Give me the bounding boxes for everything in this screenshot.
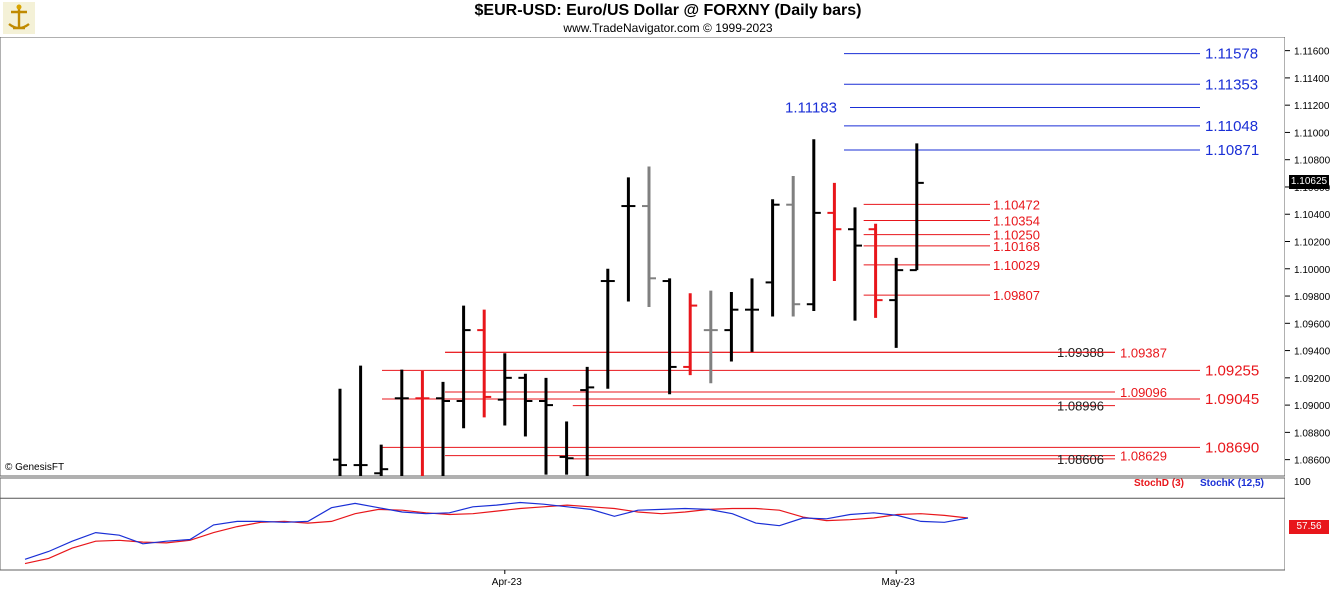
time-tick-label: Apr-23	[492, 577, 522, 588]
level-label: 1.11353	[1205, 76, 1258, 93]
ohlc-bar	[662, 278, 677, 395]
time-tick-label: May-23	[882, 577, 916, 588]
ohlc-bar	[394, 369, 409, 476]
watermark: © GenesisFT	[5, 462, 65, 473]
price-tick-label: 1.09000	[1294, 401, 1331, 412]
level-label: 1.09045	[1205, 391, 1259, 408]
price-axis: 1.11600 1.11400 1.11200 1.11000 1.10800 1.106…	[1285, 47, 1331, 467]
ohlc-bar	[539, 377, 553, 475]
logo-icon	[3, 2, 35, 34]
level-label: 1.08996	[1057, 399, 1104, 414]
level-label: 1.08690	[1205, 439, 1259, 456]
price-tick-label: 1.11400	[1294, 74, 1330, 85]
ohlc-bar	[374, 444, 389, 476]
level-label: 1.09387	[1120, 345, 1167, 360]
price-tick-label: 1.10200	[1294, 238, 1331, 249]
ohlc-bar	[497, 353, 512, 426]
price-tick-label: 1.09600	[1294, 319, 1331, 330]
ohlc-bar	[353, 365, 368, 476]
legend-stochd: StochD (3)	[1134, 478, 1184, 489]
level-label: 1.10250	[993, 228, 1040, 243]
price-tick-label: 1.09400	[1294, 347, 1331, 358]
chart-header: $EUR-USD: Euro/US Dollar @ FORXNY (Daily…	[0, 0, 1336, 37]
level-label: 1.09807	[993, 288, 1040, 303]
ohlc-bar	[436, 381, 450, 476]
level-label: 1.11048	[1205, 118, 1258, 135]
chart-subtitle: www.TradeNavigator.com © 1999-2023	[563, 21, 773, 35]
axis-strip	[1285, 37, 1336, 591]
legend-stochk: StochK (12,5)	[1200, 478, 1264, 489]
ohlc-bar	[703, 290, 718, 384]
ohlc-bar	[806, 139, 821, 312]
ohlc-bar	[621, 177, 636, 302]
level-lines: 1.11578 1.11353 1.11183 1.11048 1.10871 1.104…	[382, 46, 1259, 467]
current-stoch-badge: 57.56	[1289, 520, 1329, 534]
level-label: 1.10168	[993, 239, 1040, 254]
ohlc-bar	[559, 421, 574, 475]
ohlc-bar	[765, 199, 780, 317]
price-tick-label: 1.09800	[1294, 292, 1331, 303]
price-tick-label: 1.08600	[1294, 456, 1331, 467]
level-label: 1.09255	[1205, 362, 1259, 379]
ohlc-bar	[477, 309, 492, 418]
ohlc-bar	[580, 366, 595, 476]
level-label: 1.11578	[1205, 46, 1258, 63]
stoch-tick-label: 100	[1294, 477, 1311, 488]
price-panel	[0, 37, 1286, 477]
ohlc-bar	[868, 223, 883, 318]
time-axis: Apr-23 May-23	[492, 570, 916, 588]
current-price-badge: 1.10625	[1289, 175, 1329, 189]
level-label: 1.08629	[1120, 449, 1167, 464]
ohlc-bar	[909, 143, 924, 272]
ohlc-bar	[786, 176, 801, 317]
price-bars	[333, 139, 924, 476]
stoch-series-line	[24, 501, 969, 560]
ohlc-bar	[745, 278, 759, 352]
price-tick-label: 1.10400	[1294, 210, 1331, 221]
level-label: 1.10472	[993, 197, 1040, 212]
ohlc-bar	[848, 207, 862, 321]
price-tick-label: 1.11200	[1294, 101, 1330, 112]
level-label: 1.10029	[993, 258, 1040, 273]
ohlc-bar	[683, 293, 698, 376]
price-tick-label: 1.09200	[1294, 374, 1331, 385]
ohlc-bar	[518, 373, 533, 437]
level-label: 1.10354	[993, 214, 1040, 229]
ohlc-bar	[333, 388, 347, 476]
ohlc-bar	[456, 305, 471, 429]
ohlc-bar	[415, 371, 430, 476]
ohlc-bar	[600, 268, 615, 389]
ohlc-bar	[889, 257, 904, 348]
level-label: 1.10871	[1205, 142, 1259, 159]
price-tick-label: 1.08800	[1294, 428, 1331, 439]
ohlc-bar	[827, 182, 842, 282]
level-label: 1.11183	[785, 99, 837, 116]
price-tick-label: 1.10800	[1294, 156, 1331, 167]
chart-title: $EUR-USD: Euro/US Dollar @ FORXNY (Daily…	[474, 2, 862, 19]
chart-area[interactable]: 1.11578 1.11353 1.11183 1.11048 1.10871 1.104…	[0, 37, 1336, 591]
level-label: 1.09096	[1120, 385, 1167, 400]
price-tick-label: 1.11000	[1294, 128, 1330, 139]
ohlc-bar	[724, 291, 739, 362]
stoch-panel-frame	[0, 477, 1286, 571]
price-tick-label: 1.10000	[1294, 265, 1331, 276]
ohlc-bar	[642, 166, 656, 307]
price-tick-label: 1.11600	[1294, 47, 1330, 58]
level-label: 1.08606	[1057, 452, 1104, 467]
